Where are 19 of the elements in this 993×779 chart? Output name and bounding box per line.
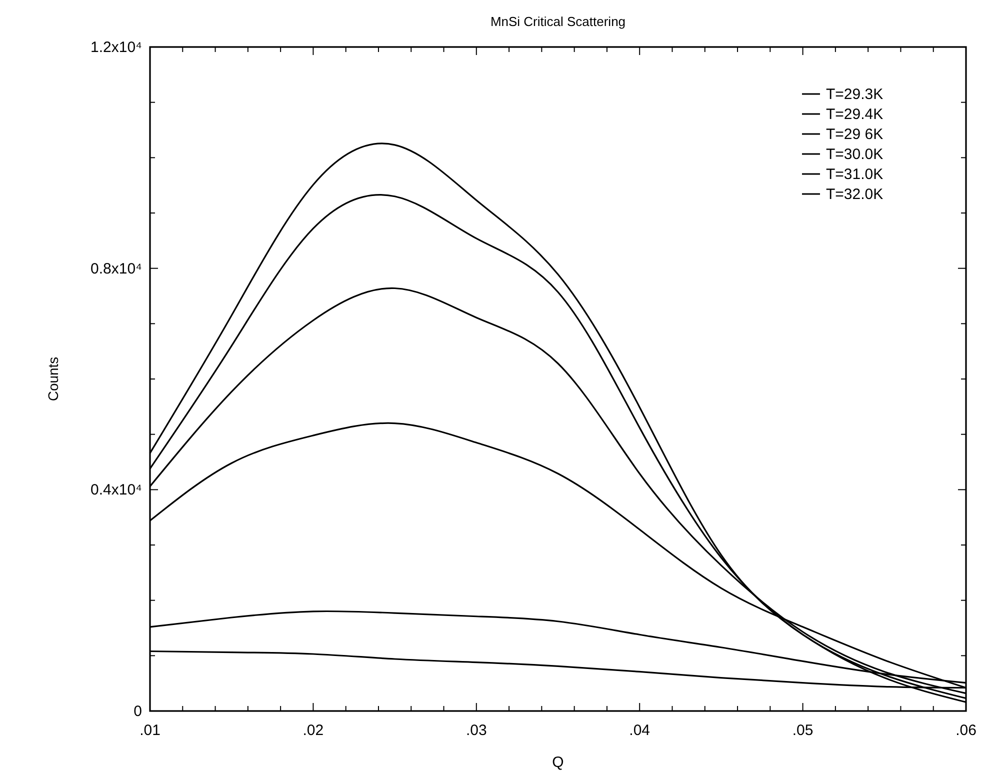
chart-title: MnSi Critical Scattering: [490, 14, 626, 29]
x-tick-label: .03: [466, 722, 487, 739]
y-axis-title: Counts: [45, 356, 61, 402]
legend-label: T=30.0K: [826, 146, 884, 163]
y-tick-label: 0: [134, 703, 142, 720]
x-tick-label: .05: [792, 722, 814, 739]
legend-label: T=31.0K: [826, 166, 884, 183]
y-tick-label: 1.2x10⁴: [90, 39, 142, 56]
legend-label: T=29.3K: [826, 86, 884, 103]
x-axis-title: Q: [552, 754, 564, 771]
legend-label: T=32.0K: [826, 186, 884, 203]
x-tick-label: .06: [956, 722, 976, 739]
y-tick-label: 0.8x10⁴: [90, 260, 142, 278]
legend-label: T=29.4K: [826, 106, 884, 123]
x-tick-label: .02: [302, 722, 324, 739]
legend-label: T=29 6K: [826, 126, 884, 143]
y-tick-label: 0.4x10⁴: [90, 482, 142, 499]
x-tick-label: .01: [140, 722, 160, 739]
x-tick-label: .04: [629, 722, 650, 739]
